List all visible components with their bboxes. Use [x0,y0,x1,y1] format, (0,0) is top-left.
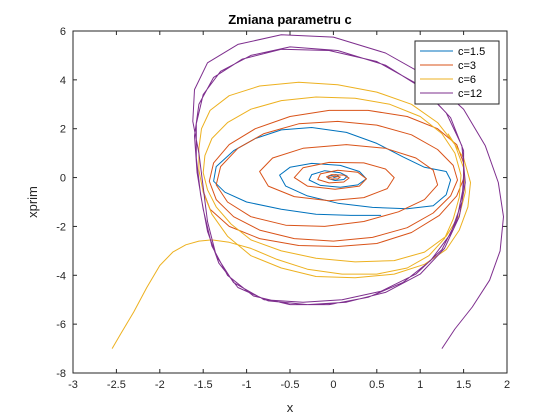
y-axis-label: xprim [25,186,40,218]
chart-title: Zmiana parametru c [228,12,352,27]
x-tick-label: 0.5 [369,379,384,391]
x-tick-label: 2 [504,379,510,391]
y-tick-label: -4 [56,270,66,282]
series-line-2 [202,109,465,247]
legend-entry-label: c=12 [458,88,482,100]
legend: c=1.5 c=3 c=6 c=12 [414,40,500,105]
axes-layer: -3 -2.5 -2 -1.5 -1 -0.5 0 0.5 1 1.5 2 -8 -6 -4 -2 0 2 4 6 [56,26,510,391]
y-tick-label: 2 [60,124,66,136]
y-tick-label: -8 [56,368,66,380]
x-tick-label: -1.5 [194,379,213,391]
x-tick-label: 0 [330,379,336,391]
y-tick-label: -2 [56,221,66,233]
x-axis-label: x [287,400,294,415]
y-tick-label: 6 [60,26,66,38]
x-tick-label: 1 [417,379,423,391]
legend-box [414,40,500,105]
legend-entry-label: c=1.5 [458,46,485,58]
y-tick-label: 4 [60,75,66,87]
y-tick-label: 0 [60,173,66,185]
x-tick-label: -2 [155,379,165,391]
y-tick-label: -6 [56,319,66,331]
x-tick-label: -2.5 [107,379,126,391]
x-tick-label: -1 [242,379,252,391]
series-layer [111,34,504,349]
legend-entry-label: c=3 [458,60,476,72]
x-tick-label: -3 [68,379,78,391]
x-tick-label: -0.5 [281,379,300,391]
series-line-3 [111,81,471,349]
x-tick-label: 1.5 [456,379,471,391]
legend-entry-label: c=6 [458,74,476,86]
series-line-4 [192,34,504,349]
